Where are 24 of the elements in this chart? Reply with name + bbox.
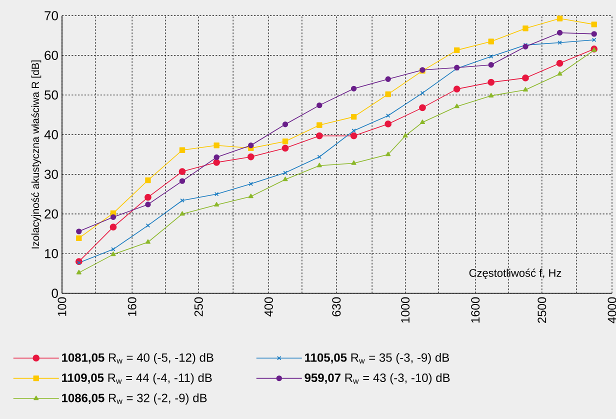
y-tick-label: 20 bbox=[44, 209, 58, 219]
x-tick-label: 100 bbox=[58, 297, 66, 316]
x-tick-label: 2500 bbox=[538, 297, 546, 323]
x-tick-label: 250 bbox=[194, 297, 203, 316]
y-tick-label: 40 bbox=[44, 130, 58, 140]
legend-label: 1081,05 R$_{w}$ = 40 (-5, -12) dB bbox=[62, 353, 214, 364]
y-tick-label: 50 bbox=[44, 90, 58, 100]
x-tick-label: 630 bbox=[332, 297, 341, 316]
x-tick-label: 400 bbox=[264, 297, 273, 317]
legend-label: 959,07 R$_{w}$ = 43 (-3, -10) dB bbox=[304, 373, 450, 384]
y-axis-title: Izolacyjność akustyczna właściwa R [dB] bbox=[31, 60, 42, 248]
y-tick-label: 30 bbox=[44, 170, 58, 179]
y-tick-label: 60 bbox=[44, 50, 58, 60]
x-axis-title: Częstotliwość f, Hz bbox=[469, 268, 562, 280]
legend-label: 1105,05 R$_{w}$ = 35 (-3, -9) dB bbox=[305, 353, 450, 364]
x-tick-label: 4000 bbox=[608, 297, 616, 324]
y-tick-label: 10 bbox=[45, 249, 58, 258]
x-tick-label: 1600 bbox=[471, 297, 480, 323]
y-tick-label: 70 bbox=[44, 11, 58, 20]
legend-label: 1109,05 R$_{w}$ = 44 (-4, -11) dB bbox=[62, 373, 212, 384]
x-tick-label: 1000 bbox=[401, 297, 410, 323]
legend-label: 1086,05 R$_{w}$ = 32 (-2, -9) dB bbox=[62, 393, 207, 405]
x-tick-label: 160 bbox=[128, 297, 136, 316]
y-tick-label: 0 bbox=[52, 288, 58, 298]
